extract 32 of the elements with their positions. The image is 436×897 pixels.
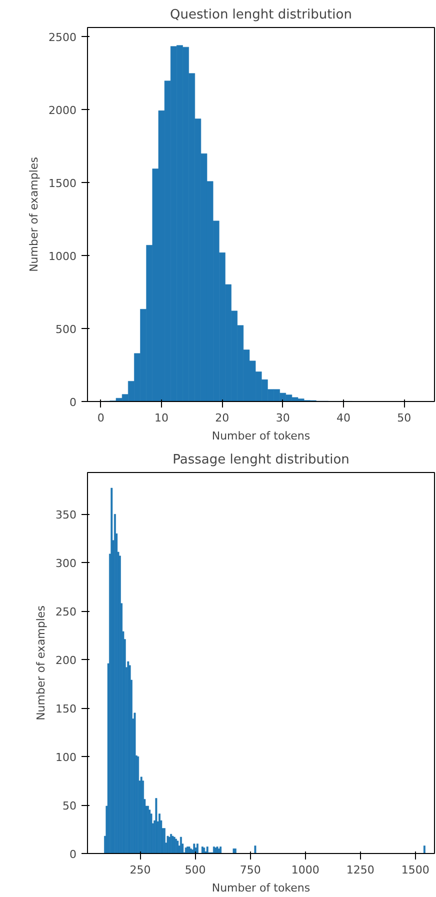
- y-tick-label: 100: [56, 751, 77, 764]
- y-tick-label: 150: [56, 702, 77, 716]
- y-tick-label: 50: [62, 800, 77, 813]
- y-tick-label: 0: [70, 848, 76, 861]
- y-tick-label: 350: [56, 508, 77, 522]
- x-tick-label: 30: [276, 412, 290, 424]
- x-tick-label: 1500: [401, 864, 430, 876]
- x-tick-label: 1250: [346, 864, 374, 876]
- x-axis-title: Number of tokens: [212, 430, 310, 442]
- x-tick-label: 750: [240, 864, 261, 876]
- chart-title: Passage lenght distribution: [172, 452, 350, 468]
- y-axis-title: Number of examples: [34, 605, 48, 720]
- y-tick-label: 500: [56, 322, 77, 336]
- y-tick-label: 0: [70, 396, 76, 409]
- y-tick-label: 2500: [48, 30, 77, 44]
- y-tick-label: 250: [56, 606, 77, 619]
- y-tick-label: 300: [56, 557, 77, 570]
- chart-title: Question lenght distribution: [170, 8, 352, 22]
- x-tick-label: 0: [97, 412, 104, 424]
- x-tick-label: 40: [336, 412, 351, 424]
- x-tick-label: 10: [154, 412, 169, 424]
- x-tick-label: 250: [130, 864, 151, 876]
- y-axis-title: Number of examples: [28, 156, 41, 272]
- x-axis-title: Number of tokens: [212, 882, 310, 894]
- y-tick-label: 2000: [48, 104, 77, 117]
- x-tick-label: 500: [184, 864, 206, 876]
- y-tick-label: 1000: [48, 250, 77, 263]
- x-tick-label: 1000: [291, 864, 320, 876]
- x-tick-label: 20: [215, 412, 230, 424]
- y-tick-label: 1500: [48, 176, 77, 190]
- y-tick-label: 200: [56, 654, 77, 668]
- x-tick-label: 50: [397, 412, 412, 424]
